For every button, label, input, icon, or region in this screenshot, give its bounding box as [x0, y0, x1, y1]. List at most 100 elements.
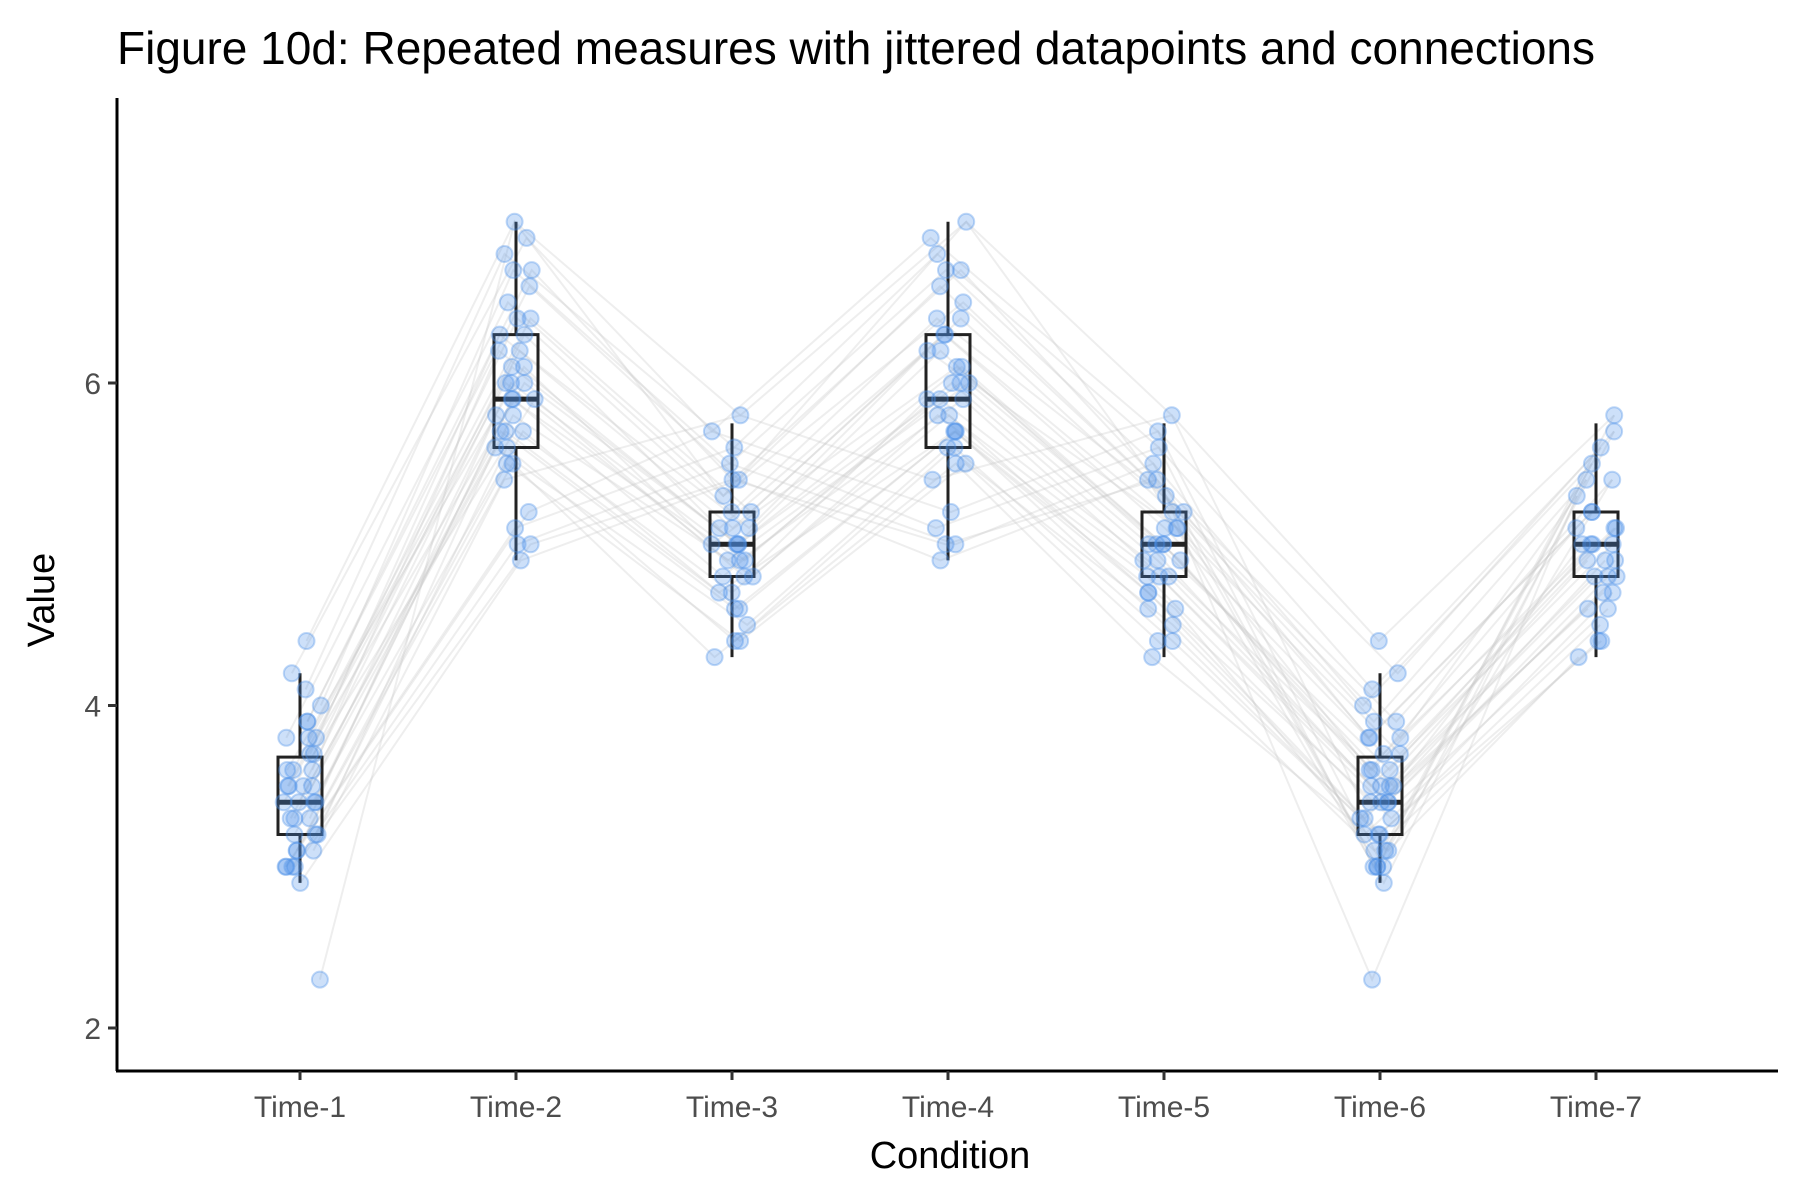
data-point: [1585, 567, 1604, 586]
data-point: [285, 809, 304, 828]
data-point: [1387, 712, 1406, 731]
data-point: [495, 245, 514, 263]
data-point: [1148, 422, 1167, 441]
data-point: [508, 535, 527, 554]
data-point: [1607, 567, 1626, 586]
data-point: [298, 712, 317, 731]
data-point: [1567, 486, 1586, 505]
data-point: [1369, 632, 1388, 650]
x-tick-label: Time-1: [254, 1091, 346, 1124]
data-point: [1143, 648, 1162, 667]
data-point: [1607, 519, 1625, 538]
data-point: [520, 277, 539, 296]
data-point: [1162, 406, 1181, 425]
data-point: [1603, 535, 1622, 554]
connection-line: [319, 268, 1593, 707]
data-point: [710, 583, 728, 602]
data-point: [1390, 744, 1409, 763]
data-point: [1166, 599, 1185, 618]
data-point: [735, 551, 754, 570]
data-point: [928, 406, 947, 425]
data-point: [1360, 761, 1379, 779]
data-point: [305, 793, 324, 812]
data-point: [283, 857, 302, 876]
data-point: [742, 503, 761, 521]
data-point: [1351, 809, 1370, 828]
box-plots: [276, 221, 1620, 883]
connection-line: [312, 414, 1616, 853]
data-point: [710, 519, 729, 538]
data-point: [1391, 728, 1410, 747]
data-point: [951, 309, 970, 328]
connection-line: [290, 236, 1615, 675]
data-point: [1596, 551, 1615, 570]
data-point: [1582, 503, 1601, 521]
data-point: [1163, 615, 1182, 634]
data-point: [496, 374, 515, 392]
data-point: [1592, 632, 1611, 650]
data-point: [296, 680, 315, 699]
data-point: [486, 438, 505, 457]
data-point: [1376, 841, 1395, 860]
connection-line: [287, 381, 1614, 788]
data-point: [514, 422, 532, 441]
data-point: [301, 744, 320, 763]
data-point: [1583, 535, 1602, 554]
x-tick-label: Time-6: [1334, 1091, 1426, 1124]
box-time-1: [276, 673, 324, 883]
data-point: [307, 728, 326, 747]
data-point: [726, 632, 744, 650]
data-point: [1368, 857, 1387, 876]
data-point: [1149, 438, 1168, 457]
y-tick-label: 4: [84, 691, 101, 724]
data-point: [1605, 406, 1624, 425]
data-point: [1594, 583, 1613, 602]
data-point: [489, 341, 508, 360]
data-point: [276, 857, 295, 876]
data-point: [1606, 551, 1625, 570]
data-point: [1372, 793, 1391, 812]
data-point: [1369, 825, 1388, 844]
data-point: [306, 825, 325, 844]
data-point: [951, 261, 970, 280]
data-point: [705, 648, 724, 667]
data-point: [702, 422, 721, 441]
data-point: [946, 422, 965, 441]
data-point: [304, 744, 323, 763]
data-point: [284, 761, 303, 779]
data-point: [725, 599, 744, 618]
connection-line: [308, 413, 1604, 820]
data-point: [1147, 535, 1166, 554]
data-point: [1582, 454, 1601, 473]
data-point: [729, 535, 748, 554]
data-point: [931, 341, 950, 360]
data-point: [1605, 519, 1624, 538]
data-point: [1362, 761, 1381, 779]
connection-line: [299, 478, 1588, 885]
data-point: [522, 261, 541, 280]
data-point: [1573, 535, 1592, 554]
data-point: [729, 470, 748, 489]
data-point: [1139, 470, 1157, 489]
data-point: [1156, 486, 1175, 505]
y-tick-label: 2: [84, 1013, 101, 1046]
data-point: [1577, 470, 1596, 489]
data-point: [1380, 761, 1399, 779]
data-points: [274, 212, 1626, 989]
data-point: [1155, 519, 1174, 538]
data-point: [1168, 519, 1187, 538]
data-point: [490, 325, 509, 344]
data-point: [1372, 777, 1390, 796]
data-point: [727, 535, 746, 554]
connection-line: [289, 429, 1589, 820]
data-point: [1374, 873, 1393, 892]
data-point: [502, 357, 521, 376]
data-point: [277, 728, 296, 747]
data-point: [945, 438, 964, 457]
data-point: [947, 357, 966, 376]
data-point: [718, 551, 737, 570]
data-point: [1163, 632, 1182, 650]
data-point: [1360, 728, 1379, 747]
data-point: [498, 293, 517, 312]
